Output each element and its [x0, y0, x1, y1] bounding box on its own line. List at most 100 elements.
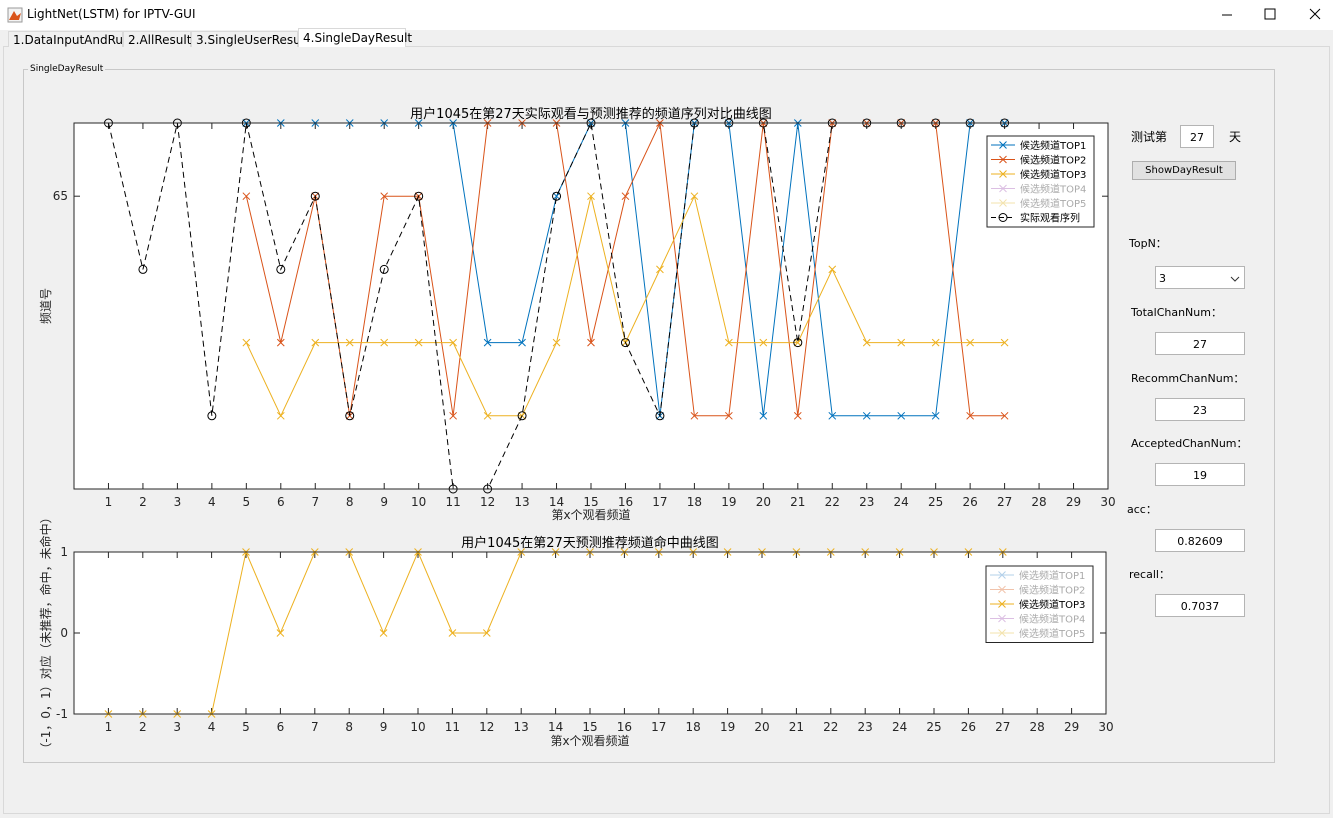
marker [517, 411, 527, 421]
marker [690, 411, 699, 420]
x-tick-label: 21 [789, 720, 804, 734]
x-tick-label: 23 [858, 720, 873, 734]
marker [897, 411, 906, 420]
accepted-field[interactable]: 19 [1155, 463, 1245, 486]
x-tick-label: 3 [174, 495, 182, 509]
x-tick-label: 17 [651, 720, 666, 734]
plot-area [74, 552, 1106, 714]
total-label: TotalChanNum： [1131, 306, 1222, 319]
marker [414, 191, 424, 201]
legend-box [986, 135, 1095, 228]
legend-marker [999, 141, 1007, 149]
marker [448, 629, 457, 637]
x-tick-label: 3 [173, 720, 181, 734]
x-tick-label: 5 [243, 495, 251, 509]
topn-label: TopN： [1129, 237, 1167, 250]
marker [414, 338, 423, 347]
legend-label: 实际观看序列 [1020, 212, 1080, 225]
legend-label: 候选频道TOP5 [1020, 197, 1086, 210]
x-tick-label: 21 [790, 495, 805, 509]
x-tick-label: 13 [514, 495, 529, 509]
marker [828, 411, 837, 420]
tab[interactable]: 1.DataInputAndRun [8, 31, 131, 47]
legend-marker [999, 155, 1007, 164]
legend-label: 候选频道TOP1 [1019, 569, 1085, 582]
x-tick-label: 1 [105, 720, 113, 734]
x-tick-label: 29 [1064, 720, 1079, 734]
y-tick-label: 65 [53, 189, 68, 203]
recall-field[interactable]: 0.7037 [1155, 594, 1245, 617]
marker [552, 338, 561, 347]
legend-marker [998, 629, 1006, 637]
x-tick-label: 24 [892, 720, 907, 734]
x-axis-label: 第x个观看频道 [551, 508, 630, 522]
show-day-result-button[interactable]: ShowDayResult [1132, 161, 1236, 180]
x-tick-label: 5 [242, 720, 250, 734]
x-tick-label: 1 [105, 495, 113, 509]
x-tick-label: 19 [721, 495, 736, 509]
x-tick-label: 7 [311, 720, 319, 734]
tab-selected[interactable]: 4.SingleDayResult [298, 28, 412, 47]
marker [828, 265, 837, 274]
x-tick-label: 11 [445, 495, 460, 509]
acc-label: acc： [1127, 503, 1157, 516]
acc-field[interactable]: 0.82609 [1155, 529, 1245, 552]
marker [793, 411, 802, 420]
tab[interactable]: 3.SingleUserResult [191, 31, 309, 47]
day-prefix: 测试第 [1131, 130, 1168, 144]
marker [1000, 411, 1009, 420]
marker [725, 411, 733, 420]
x-tick-label: 23 [859, 495, 874, 509]
x-tick-label: 26 [961, 720, 976, 734]
chart-title: 用户1045在第27天实际观看与预测推荐的频道序列对比曲线图 [410, 106, 772, 122]
accepted-label: AcceptedChanNum： [1131, 437, 1248, 450]
marker [310, 191, 320, 201]
legend-label: 候选频道TOP2 [1020, 154, 1086, 167]
marker [345, 338, 354, 347]
marker [483, 338, 492, 347]
y-tick-label: 1 [60, 545, 68, 559]
x-tick-label: 27 [997, 495, 1012, 509]
marker [449, 411, 457, 420]
x-axis-label: 第x个观看频道 [550, 734, 629, 748]
x-tick-label: 8 [346, 495, 354, 509]
day-input[interactable]: 27 [1180, 125, 1214, 148]
x-tick-label: 17 [652, 495, 667, 509]
legend-marker [998, 585, 1006, 594]
total-field[interactable]: 27 [1155, 332, 1245, 355]
marker [449, 338, 457, 347]
marker [276, 411, 285, 420]
y-axis-label: （-1，0，1）对应（未推荐，命中，未命中） [38, 511, 53, 754]
maximize-button[interactable] [1264, 8, 1276, 20]
marker [207, 411, 217, 421]
dropdown-arrow [1230, 276, 1240, 282]
panel-title: SingleDayResult [28, 64, 106, 74]
x-tick-label: 29 [1066, 495, 1081, 509]
x-tick-label: 30 [1100, 495, 1115, 509]
close-button[interactable] [1309, 8, 1321, 20]
x-tick-label: 18 [686, 720, 701, 734]
legend-marker [999, 199, 1007, 207]
y-tick-label: 0 [60, 626, 68, 640]
recomm-field[interactable]: 23 [1155, 398, 1245, 421]
x-tick-label: 28 [1030, 720, 1045, 734]
tab[interactable]: 2.AllResult [123, 31, 191, 47]
marker [379, 264, 389, 274]
x-tick-label: 27 [995, 720, 1010, 734]
x-tick-label: 15 [583, 495, 598, 509]
marker [587, 192, 595, 201]
topn-select[interactable]: 3 [1155, 266, 1245, 289]
legend-marker [998, 600, 1006, 608]
legend-marker [999, 170, 1007, 178]
x-tick-label: 18 [687, 495, 702, 509]
marker [897, 338, 906, 347]
marker [138, 264, 148, 274]
x-tick-label: 7 [311, 495, 319, 509]
marker [483, 411, 492, 420]
plot-area [74, 123, 1108, 489]
chart-title: 用户1045在第27天预测推荐频道命中曲线图 [461, 535, 719, 551]
marker [482, 629, 491, 637]
x-tick-label: 26 [962, 495, 977, 509]
x-tick-label: 10 [411, 495, 426, 509]
x-tick-label: 12 [480, 495, 495, 509]
